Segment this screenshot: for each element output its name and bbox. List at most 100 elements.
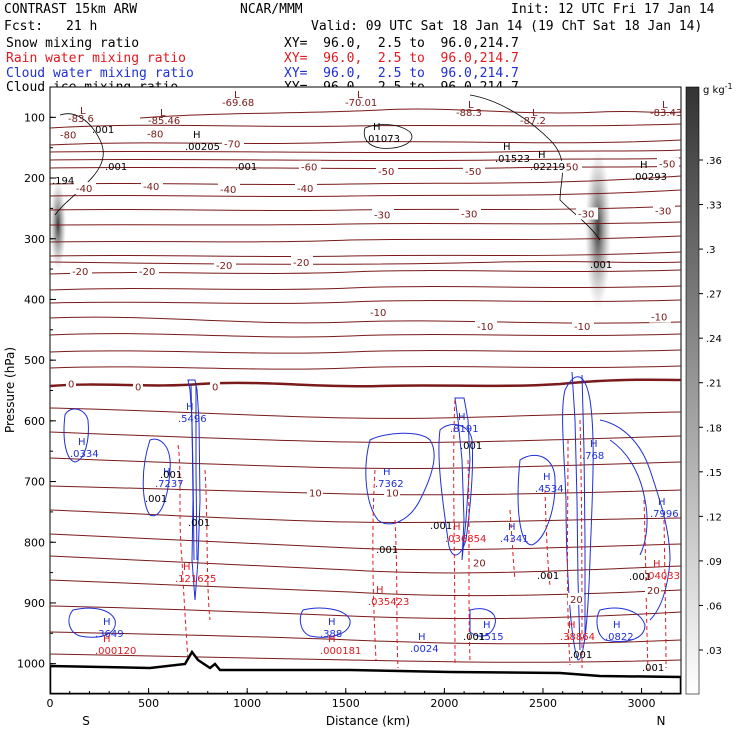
isotherm-label: -40 [220, 185, 236, 196]
field-xy-cloud-water: XY= 96.0, 2.5 to 96.0,214.7 [284, 66, 519, 81]
rain-d [394, 519, 399, 669]
isotherm-label-bg [210, 380, 220, 393]
minimum-marker: L [662, 100, 668, 111]
isotherm-label: -20 [139, 267, 155, 278]
isotherm-label: 10 [386, 489, 399, 500]
minimum-value: -87.2 [520, 116, 546, 127]
maximum-value: .036854 [445, 534, 486, 545]
isotherm-label: 0 [212, 382, 218, 393]
ice-plume-east [585, 150, 611, 310]
cloud-water-d [299, 607, 351, 638]
snow-contour-mid [363, 124, 413, 149]
forecast-label: Fcst: [4, 19, 44, 34]
isotherm-h [50, 299, 681, 304]
maximum-value: .000120 [95, 646, 136, 657]
maximum-marker: H [193, 130, 201, 141]
isotherm-label: -10 [477, 322, 493, 333]
isotherm-label-bg [218, 183, 240, 196]
isotherm-label-bg [568, 592, 584, 605]
colorbar-tick-label: .36 [706, 156, 722, 167]
field-name-rain: Rain water mixing ratio [6, 51, 187, 66]
colorbar-tick-label: .06 [706, 601, 722, 612]
minimum-value: -88.3 [456, 108, 482, 119]
colorbar-tick-label: .03 [706, 646, 722, 657]
isotherm-zero [50, 378, 681, 388]
forecast-value: 21 h [66, 19, 98, 34]
colorbar-tick-label: .27 [706, 290, 722, 301]
rain-a [177, 444, 189, 661]
isotherm-label: -30 [655, 206, 671, 217]
model-name: CONTRAST 15km ARW [4, 2, 138, 17]
isotherm-minus60 [50, 165, 681, 170]
maximum-marker: H [418, 632, 426, 643]
maximum-marker: H [653, 559, 661, 570]
maximum-value: .035423 [368, 597, 409, 608]
isotherm-label: -70 [224, 140, 240, 151]
isotherm-label-bg [295, 181, 317, 194]
maximum-value: .01523 [495, 154, 530, 165]
maximum-value: .0822 [605, 632, 634, 643]
colorbar-tick-label: .21 [706, 379, 722, 390]
field-name-cloud-water: Cloud water mixing ratio [6, 66, 194, 81]
isotherm-k [50, 365, 681, 370]
small-contour-label: .001 [570, 650, 592, 661]
small-contour-label: .001 [145, 494, 167, 505]
maximum-value: .7996 [650, 509, 679, 520]
isotherm-label-bg [137, 265, 159, 278]
y-tick-label: 600 [24, 415, 45, 428]
cloud-water-n [596, 607, 646, 642]
isotherm-r [50, 605, 681, 620]
small-contour-label: .001 [642, 663, 664, 674]
isotherm-label: 20 [473, 558, 486, 569]
isotherm-n [50, 457, 681, 470]
maximum-marker: H [376, 585, 384, 596]
minimum-marker: L [468, 100, 474, 111]
isotherm-10 [50, 485, 681, 496]
isotherm-label: -60 [301, 163, 317, 174]
maximum-value: .5496 [178, 414, 207, 425]
x-tick-label: 3000 [628, 697, 656, 710]
isotherm-label: -50 [659, 160, 675, 171]
cloud-water-h [469, 608, 496, 637]
cloud-water-g [454, 397, 471, 561]
x-end-label-north: N [657, 714, 666, 728]
isotherm-minus40 [50, 205, 681, 212]
cloud-water-i [517, 455, 556, 546]
colorbar-tick-label: .24 [706, 334, 722, 345]
isotherm-minus70 [50, 139, 681, 146]
y-tick-label: 900 [24, 597, 45, 610]
isotherm-minus10 [50, 316, 681, 324]
init-time: Init: 12 UTC Fri 17 Jan 14 [511, 2, 715, 17]
isotherm-label-bg [649, 310, 671, 323]
small-contour-label: .001 [376, 545, 398, 556]
isotherm-label: 20 [647, 586, 660, 597]
y-axis-title: Pressure (hPa) [3, 347, 17, 433]
isotherm-minus30 [50, 235, 681, 243]
isotherm-m [50, 431, 681, 444]
isotherm-minus80b [50, 123, 681, 129]
y-tick-label: 400 [24, 293, 45, 306]
minimum-marker: L [160, 108, 166, 119]
valid-time: Valid: 09 UTC Sat 18 Jan 14 (19 ChT Sat … [311, 19, 703, 34]
maximum-marker: H [508, 522, 516, 533]
isotherm-label: -10 [370, 308, 386, 319]
isotherm-label-bg [572, 319, 594, 332]
isotherm-l [50, 407, 681, 419]
minimum-value: -69.68 [222, 98, 254, 109]
cloud-water-j [562, 376, 594, 661]
minimum-value: -85.46 [148, 116, 180, 127]
isotherm-label-bg [372, 208, 394, 221]
maximum-marker: H [186, 402, 194, 413]
isotherm-label: 0 [135, 382, 141, 393]
maximum-value: .768 [582, 451, 604, 462]
maximum-marker: H [503, 142, 511, 153]
isotherm-p [50, 533, 681, 551]
plot-frame [49, 86, 682, 695]
isotherm-label-bg [459, 207, 481, 220]
isotherm-label-bg [368, 305, 390, 318]
rain-h [544, 489, 551, 586]
y-tick-label: 800 [24, 536, 45, 549]
isotherm-label: -40 [143, 182, 159, 193]
rain-l [663, 519, 667, 669]
maximum-value: .04033 [645, 571, 680, 582]
